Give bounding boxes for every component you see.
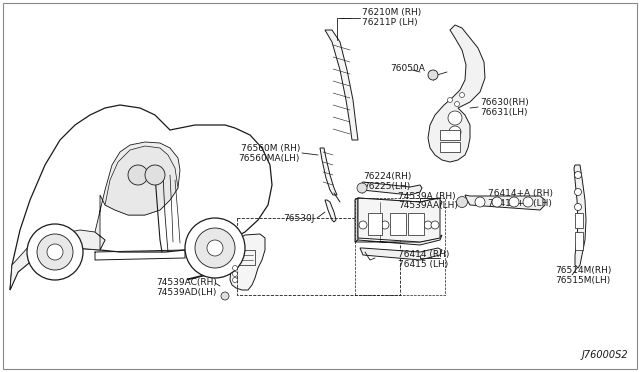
Text: J76000S2: J76000S2	[581, 350, 628, 360]
Circle shape	[428, 70, 438, 80]
FancyBboxPatch shape	[440, 142, 460, 152]
Text: 76225(LH): 76225(LH)	[363, 182, 410, 190]
Circle shape	[47, 244, 63, 260]
Polygon shape	[105, 146, 178, 215]
Circle shape	[27, 224, 83, 280]
Circle shape	[460, 93, 465, 97]
Circle shape	[447, 97, 452, 103]
Circle shape	[575, 189, 582, 196]
Circle shape	[185, 218, 245, 278]
Polygon shape	[10, 105, 272, 290]
Circle shape	[207, 240, 223, 256]
Circle shape	[381, 221, 389, 229]
Circle shape	[454, 102, 460, 106]
Circle shape	[145, 165, 165, 185]
Circle shape	[449, 126, 461, 138]
Circle shape	[359, 221, 367, 229]
Circle shape	[195, 228, 235, 268]
Polygon shape	[95, 142, 180, 250]
Text: 76515M(LH): 76515M(LH)	[555, 276, 611, 285]
Circle shape	[232, 278, 237, 282]
Text: 76415+A (LH): 76415+A (LH)	[488, 199, 552, 208]
Circle shape	[398, 221, 406, 229]
Text: 76210M (RH): 76210M (RH)	[362, 7, 421, 16]
Text: 76211P (LH): 76211P (LH)	[362, 17, 418, 26]
Circle shape	[475, 197, 485, 207]
Circle shape	[232, 272, 237, 276]
Circle shape	[414, 221, 422, 229]
Text: 74539A (RH): 74539A (RH)	[398, 192, 456, 201]
Text: 76224(RH): 76224(RH)	[363, 171, 412, 180]
Polygon shape	[325, 200, 336, 222]
Circle shape	[431, 221, 439, 229]
Circle shape	[424, 221, 432, 229]
FancyBboxPatch shape	[575, 213, 583, 228]
Circle shape	[232, 266, 237, 270]
Polygon shape	[320, 148, 337, 195]
Text: 76560M (RH): 76560M (RH)	[241, 144, 300, 153]
Text: 76414 (RH): 76414 (RH)	[398, 250, 449, 260]
Text: 74539AC(RH): 74539AC(RH)	[156, 278, 217, 286]
Text: 76050A: 76050A	[390, 64, 425, 73]
Polygon shape	[325, 30, 358, 140]
Circle shape	[357, 183, 367, 193]
Polygon shape	[360, 182, 422, 195]
Circle shape	[37, 234, 73, 270]
Polygon shape	[10, 230, 105, 290]
Text: 76514M(RH): 76514M(RH)	[555, 266, 611, 275]
Polygon shape	[230, 234, 265, 290]
Text: 76414+A (RH): 76414+A (RH)	[488, 189, 553, 198]
Polygon shape	[358, 198, 440, 242]
FancyBboxPatch shape	[390, 213, 406, 235]
Circle shape	[523, 197, 533, 207]
Polygon shape	[355, 235, 442, 245]
Circle shape	[509, 197, 519, 207]
Polygon shape	[355, 198, 358, 242]
Circle shape	[128, 165, 148, 185]
Circle shape	[221, 292, 229, 300]
Circle shape	[575, 203, 582, 211]
FancyBboxPatch shape	[408, 213, 424, 235]
Polygon shape	[360, 248, 442, 260]
Text: 76560MA(LH): 76560MA(LH)	[239, 154, 300, 163]
Circle shape	[492, 197, 502, 207]
Text: 76530J: 76530J	[284, 214, 315, 222]
Text: 76415 (LH): 76415 (LH)	[398, 260, 448, 269]
Text: 74539AA(LH): 74539AA(LH)	[398, 201, 458, 209]
FancyBboxPatch shape	[440, 130, 460, 140]
FancyBboxPatch shape	[368, 213, 382, 235]
Circle shape	[456, 196, 467, 208]
Polygon shape	[355, 198, 442, 212]
Text: 76630(RH): 76630(RH)	[480, 97, 529, 106]
Text: 76631(LH): 76631(LH)	[480, 108, 527, 116]
Circle shape	[575, 171, 582, 179]
Circle shape	[448, 111, 462, 125]
Polygon shape	[574, 165, 586, 268]
Polygon shape	[465, 195, 545, 210]
Text: 74539AD(LH): 74539AD(LH)	[157, 288, 217, 296]
Polygon shape	[428, 25, 485, 162]
FancyBboxPatch shape	[575, 232, 583, 250]
